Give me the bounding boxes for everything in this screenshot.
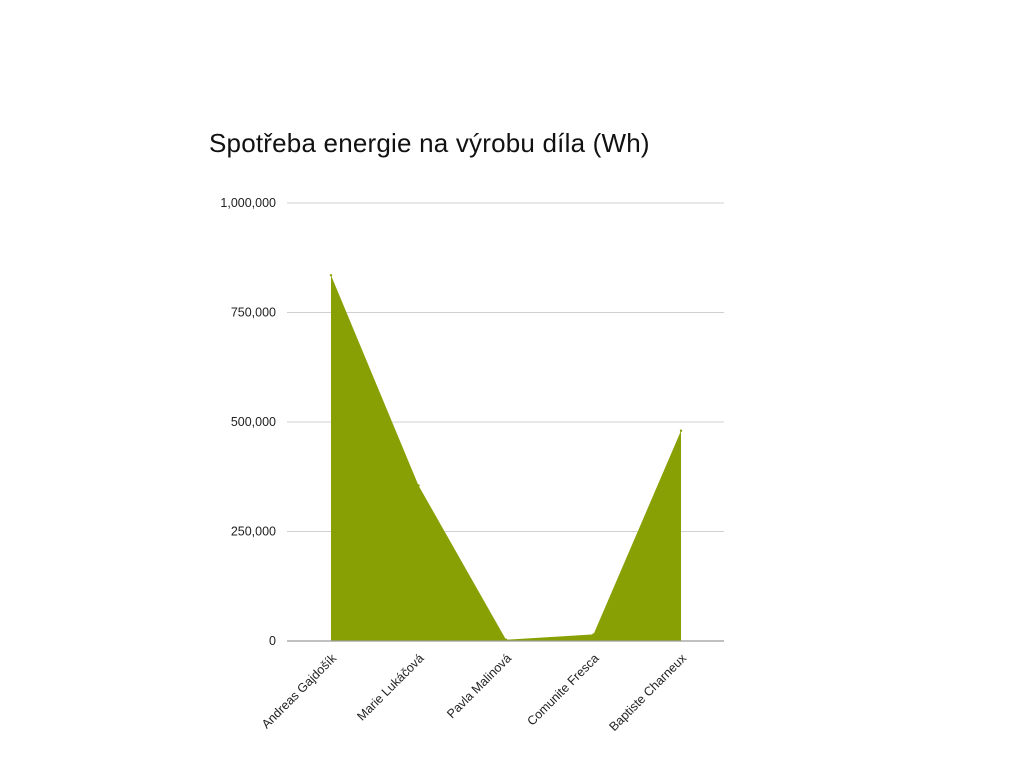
- x-category-label: Comunite Fresca: [524, 651, 601, 728]
- y-tick-label: 750,000: [231, 306, 276, 320]
- data-point: [504, 638, 508, 641]
- x-category-label: Andreas Gajdošík: [259, 651, 340, 732]
- data-point: [417, 484, 420, 487]
- data-point: [592, 633, 595, 636]
- y-tick-label: 1,000,000: [220, 196, 276, 210]
- x-category-label: Pavla Malinová: [444, 651, 514, 721]
- x-category-label: Marie Lukáčová: [354, 651, 426, 723]
- chart-title: Spotřeba energie na výrobu díla (Wh): [209, 128, 650, 158]
- series-area: [331, 275, 681, 641]
- y-axis-tick-labels: 0 250,000 500,000 750,000 1,000,000: [220, 196, 276, 648]
- y-tick-label: 500,000: [231, 415, 276, 429]
- data-point: [329, 274, 333, 277]
- data-point: [679, 429, 683, 432]
- y-tick-label: 0: [269, 634, 276, 648]
- area-series: [329, 274, 683, 641]
- x-category-label: Baptiste Charneux: [607, 651, 690, 734]
- x-axis-category-labels: Andreas Gajdošík Marie Lukáčová Pavla Mali…: [259, 651, 690, 734]
- y-tick-label: 250,000: [231, 525, 276, 539]
